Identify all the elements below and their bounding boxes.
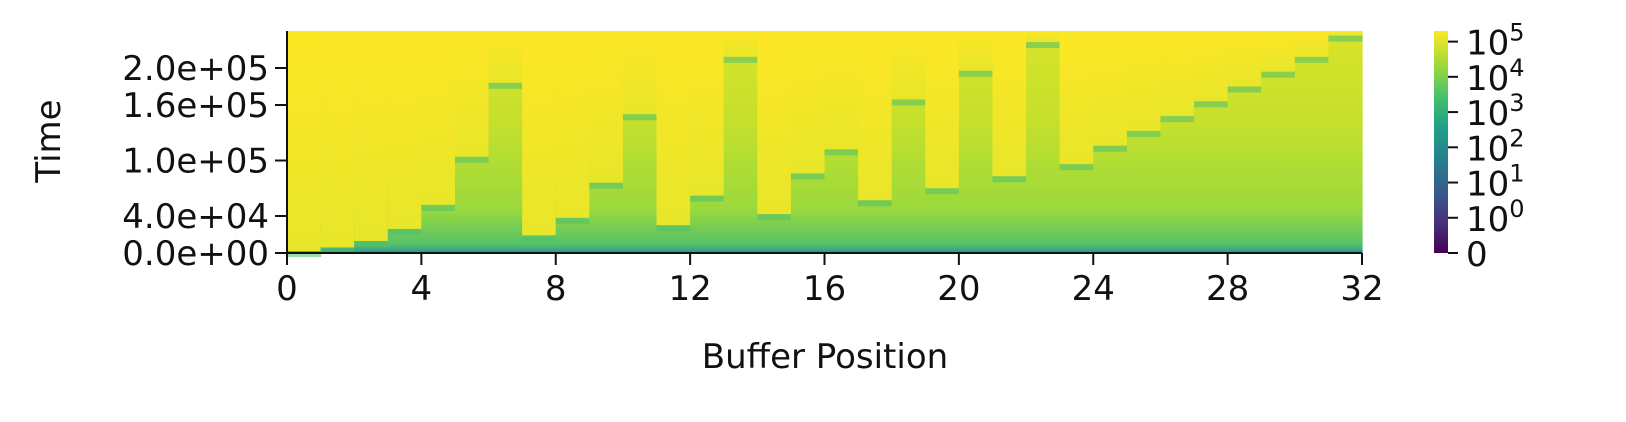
heatmap-column-boundary: [287, 251, 322, 258]
x-tick-label: 4: [411, 269, 433, 309]
heatmap-column: [723, 31, 758, 253]
heatmap-column-boundary: [1160, 116, 1195, 123]
y-axis: 0.0e+004.0e+04 1.0e+05 1.6e+052.0e+05: [122, 31, 288, 274]
heatmap-column-boundary: [1059, 164, 1094, 171]
heatmap-column-boundary: [891, 99, 926, 106]
heatmap-column-boundary: [488, 82, 523, 89]
heatmap-column-upper: [824, 31, 859, 150]
heatmap-column-boundary: [320, 247, 355, 254]
heatmap-column-upper: [1294, 31, 1330, 57]
heatmap-column-boundary: [555, 217, 590, 224]
y-tick-label: 1.6e+05: [122, 86, 269, 126]
colorbar-tick-label: 0: [1466, 235, 1488, 275]
heatmap-column-upper: [656, 31, 691, 226]
heatmap-column-upper: [891, 31, 926, 100]
heatmap-column-boundary: [421, 204, 456, 211]
heatmap-column-boundary: [1328, 35, 1363, 42]
heatmap-column-boundary: [1194, 101, 1229, 108]
colorbar-tick-label: 103: [1466, 89, 1525, 134]
colorbar-gradient: [1434, 31, 1448, 253]
heatmap-column-boundary: [757, 214, 792, 221]
heatmap-column-upper: [1328, 31, 1363, 36]
heatmap-column-upper: [790, 31, 826, 174]
heatmap-column-boundary: [387, 228, 422, 235]
heatmap-cells: [287, 31, 1363, 258]
heatmap-column-upper: [522, 31, 557, 236]
heatmap-column-upper: [320, 31, 355, 248]
heatmap-column-upper: [723, 31, 758, 57]
x-tick-label: 24: [1072, 269, 1115, 309]
y-tick-label: 0.0e+00: [122, 234, 269, 274]
heatmap-column-boundary: [522, 235, 557, 242]
heatmap-column-boundary: [1126, 130, 1162, 137]
y-axis-label: Time: [29, 99, 69, 183]
heatmap-column-boundary: [354, 240, 389, 247]
heatmap-column-boundary: [824, 149, 859, 156]
heatmap-column-upper: [992, 31, 1027, 177]
heatmap-column: [1026, 31, 1061, 253]
heatmap-column-upper: [1261, 31, 1296, 72]
heatmap-column-upper: [1160, 31, 1195, 117]
y-tick-label: 2.0e+05: [122, 49, 269, 89]
heatmap-column-boundary: [1294, 56, 1330, 63]
heatmap-column-boundary: [1093, 145, 1128, 152]
heatmap-column-upper: [958, 31, 994, 71]
heatmap-column-upper: [858, 31, 893, 201]
heatmap-column-upper: [555, 31, 590, 218]
heatmap-column-upper: [1093, 31, 1128, 146]
heatmap-column-boundary: [925, 188, 960, 195]
x-axis-label: Buffer Position: [702, 337, 948, 377]
heatmap-column-boundary: [992, 176, 1027, 183]
x-tick-label: 28: [1206, 269, 1249, 309]
x-axis: 0 4 8 12 16 20 24 28 32: [276, 252, 1384, 309]
colorbar-tick-label: 101: [1466, 160, 1525, 205]
heatmap-column-upper: [454, 31, 490, 157]
colorbar-tick-label: 102: [1466, 124, 1525, 169]
heatmap-column-upper: [287, 31, 322, 252]
heatmap-column-boundary: [1227, 86, 1262, 93]
heatmap-column-upper: [421, 31, 456, 205]
heatmap-column-upper: [1059, 31, 1094, 165]
heatmap-column-boundary: [622, 114, 658, 121]
heatmap-column-upper: [757, 31, 792, 215]
x-tick-label: 32: [1340, 269, 1383, 309]
x-tick-label: 8: [545, 269, 567, 309]
heatmap-column-upper: [488, 31, 523, 83]
heatmap-column-boundary: [589, 182, 624, 189]
x-tick-label: 0: [276, 269, 298, 309]
y-tick-label: 1.0e+05: [122, 142, 269, 182]
heatmap-column-upper: [1126, 31, 1162, 131]
colorbar-tick-label: 105: [1466, 19, 1525, 64]
heatmap-column-upper: [1227, 31, 1262, 87]
heatmap-column-boundary: [454, 156, 490, 163]
x-tick-label: 12: [668, 269, 711, 309]
heatmap-column-boundary: [1261, 71, 1296, 78]
heatmap-column-upper: [354, 31, 389, 241]
heatmap-column-upper: [925, 31, 960, 189]
x-tick-label: 16: [803, 269, 846, 309]
x-tick-label: 20: [937, 269, 980, 309]
heatmap-column-boundary: [690, 195, 725, 202]
heatmap-column-boundary: [656, 225, 691, 232]
heatmap-column-upper: [690, 31, 725, 196]
heatmap-column-boundary: [723, 56, 758, 63]
colorbar-tick-label: 100: [1466, 195, 1525, 240]
heatmap-column-boundary: [858, 200, 893, 207]
heatmap-column-upper: [1026, 31, 1061, 43]
heatmap-column: [1328, 31, 1363, 253]
heatmap-column: [1294, 31, 1330, 253]
heatmap-column-boundary: [958, 70, 994, 77]
heatmap-column-upper: [622, 31, 658, 115]
y-tick-label: 4.0e+04: [122, 197, 269, 237]
heatmap-column-boundary: [790, 173, 826, 180]
heatmap-column-upper: [589, 31, 624, 183]
heatmap-column-boundary: [1026, 42, 1061, 49]
heatmap-column-upper: [1194, 31, 1229, 102]
heatmap-column-upper: [387, 31, 422, 229]
colorbar-tick-label: 104: [1466, 54, 1525, 99]
